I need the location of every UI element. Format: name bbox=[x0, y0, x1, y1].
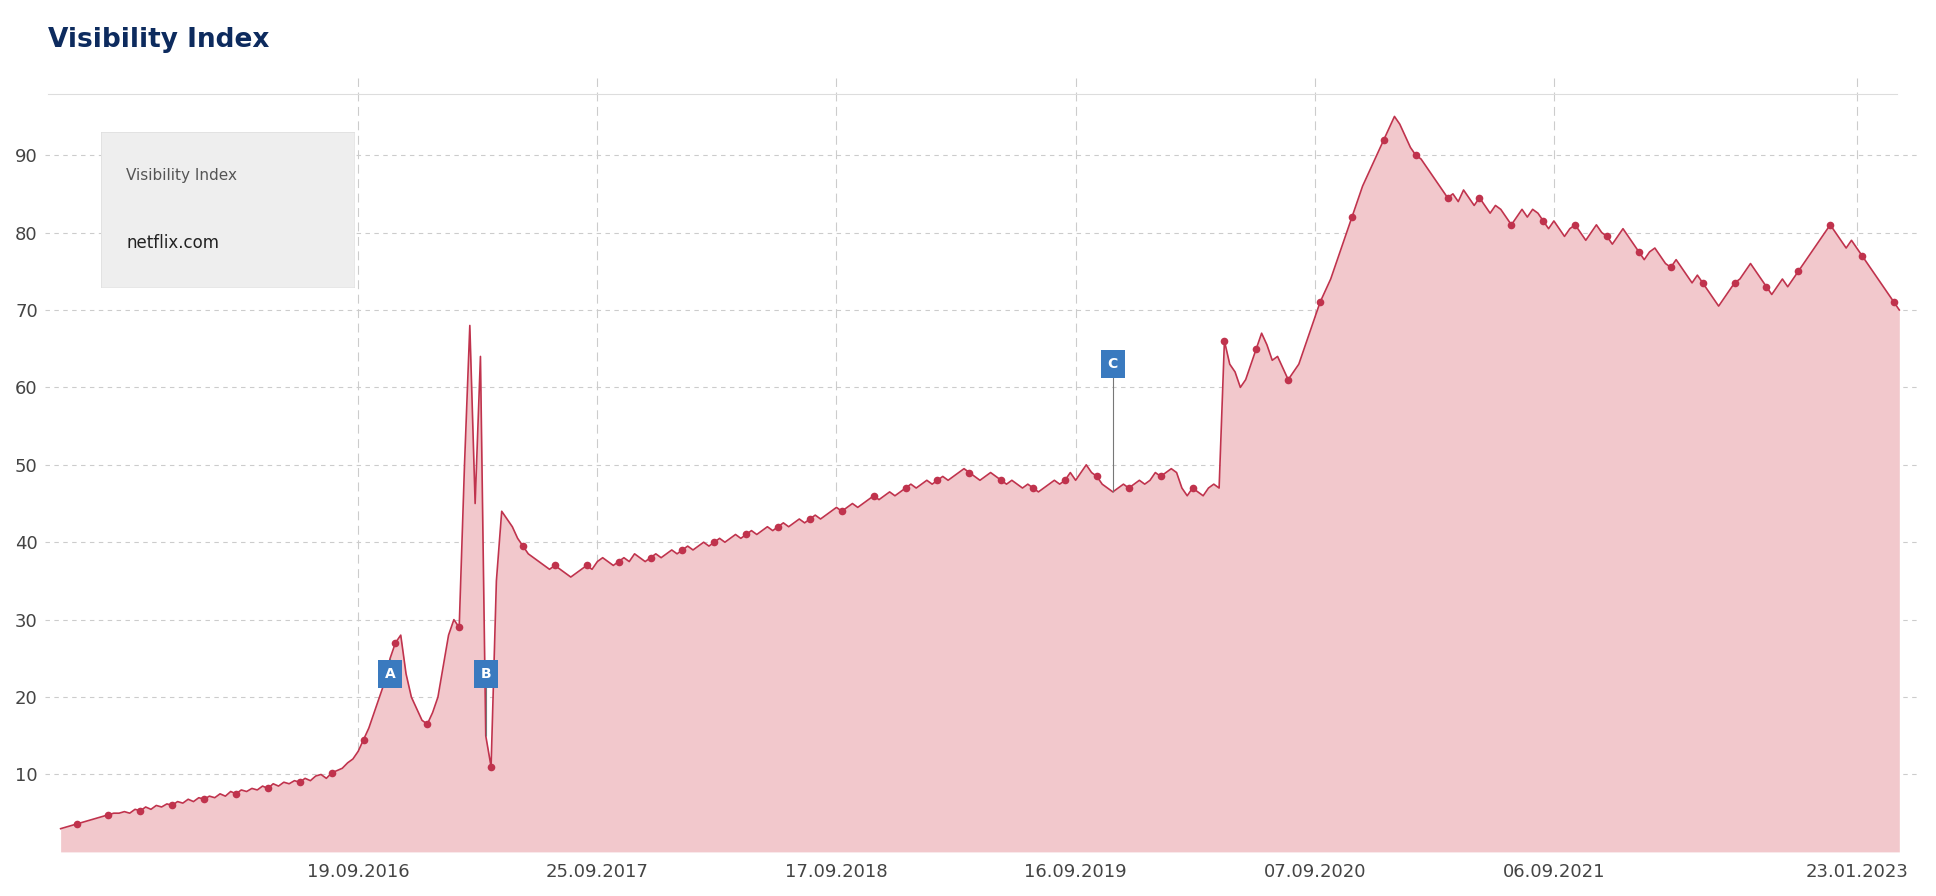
Text: C: C bbox=[1107, 358, 1117, 371]
Text: B: B bbox=[480, 667, 492, 681]
Text: A: A bbox=[385, 667, 395, 681]
Text: Visibility Index: Visibility Index bbox=[48, 27, 269, 53]
